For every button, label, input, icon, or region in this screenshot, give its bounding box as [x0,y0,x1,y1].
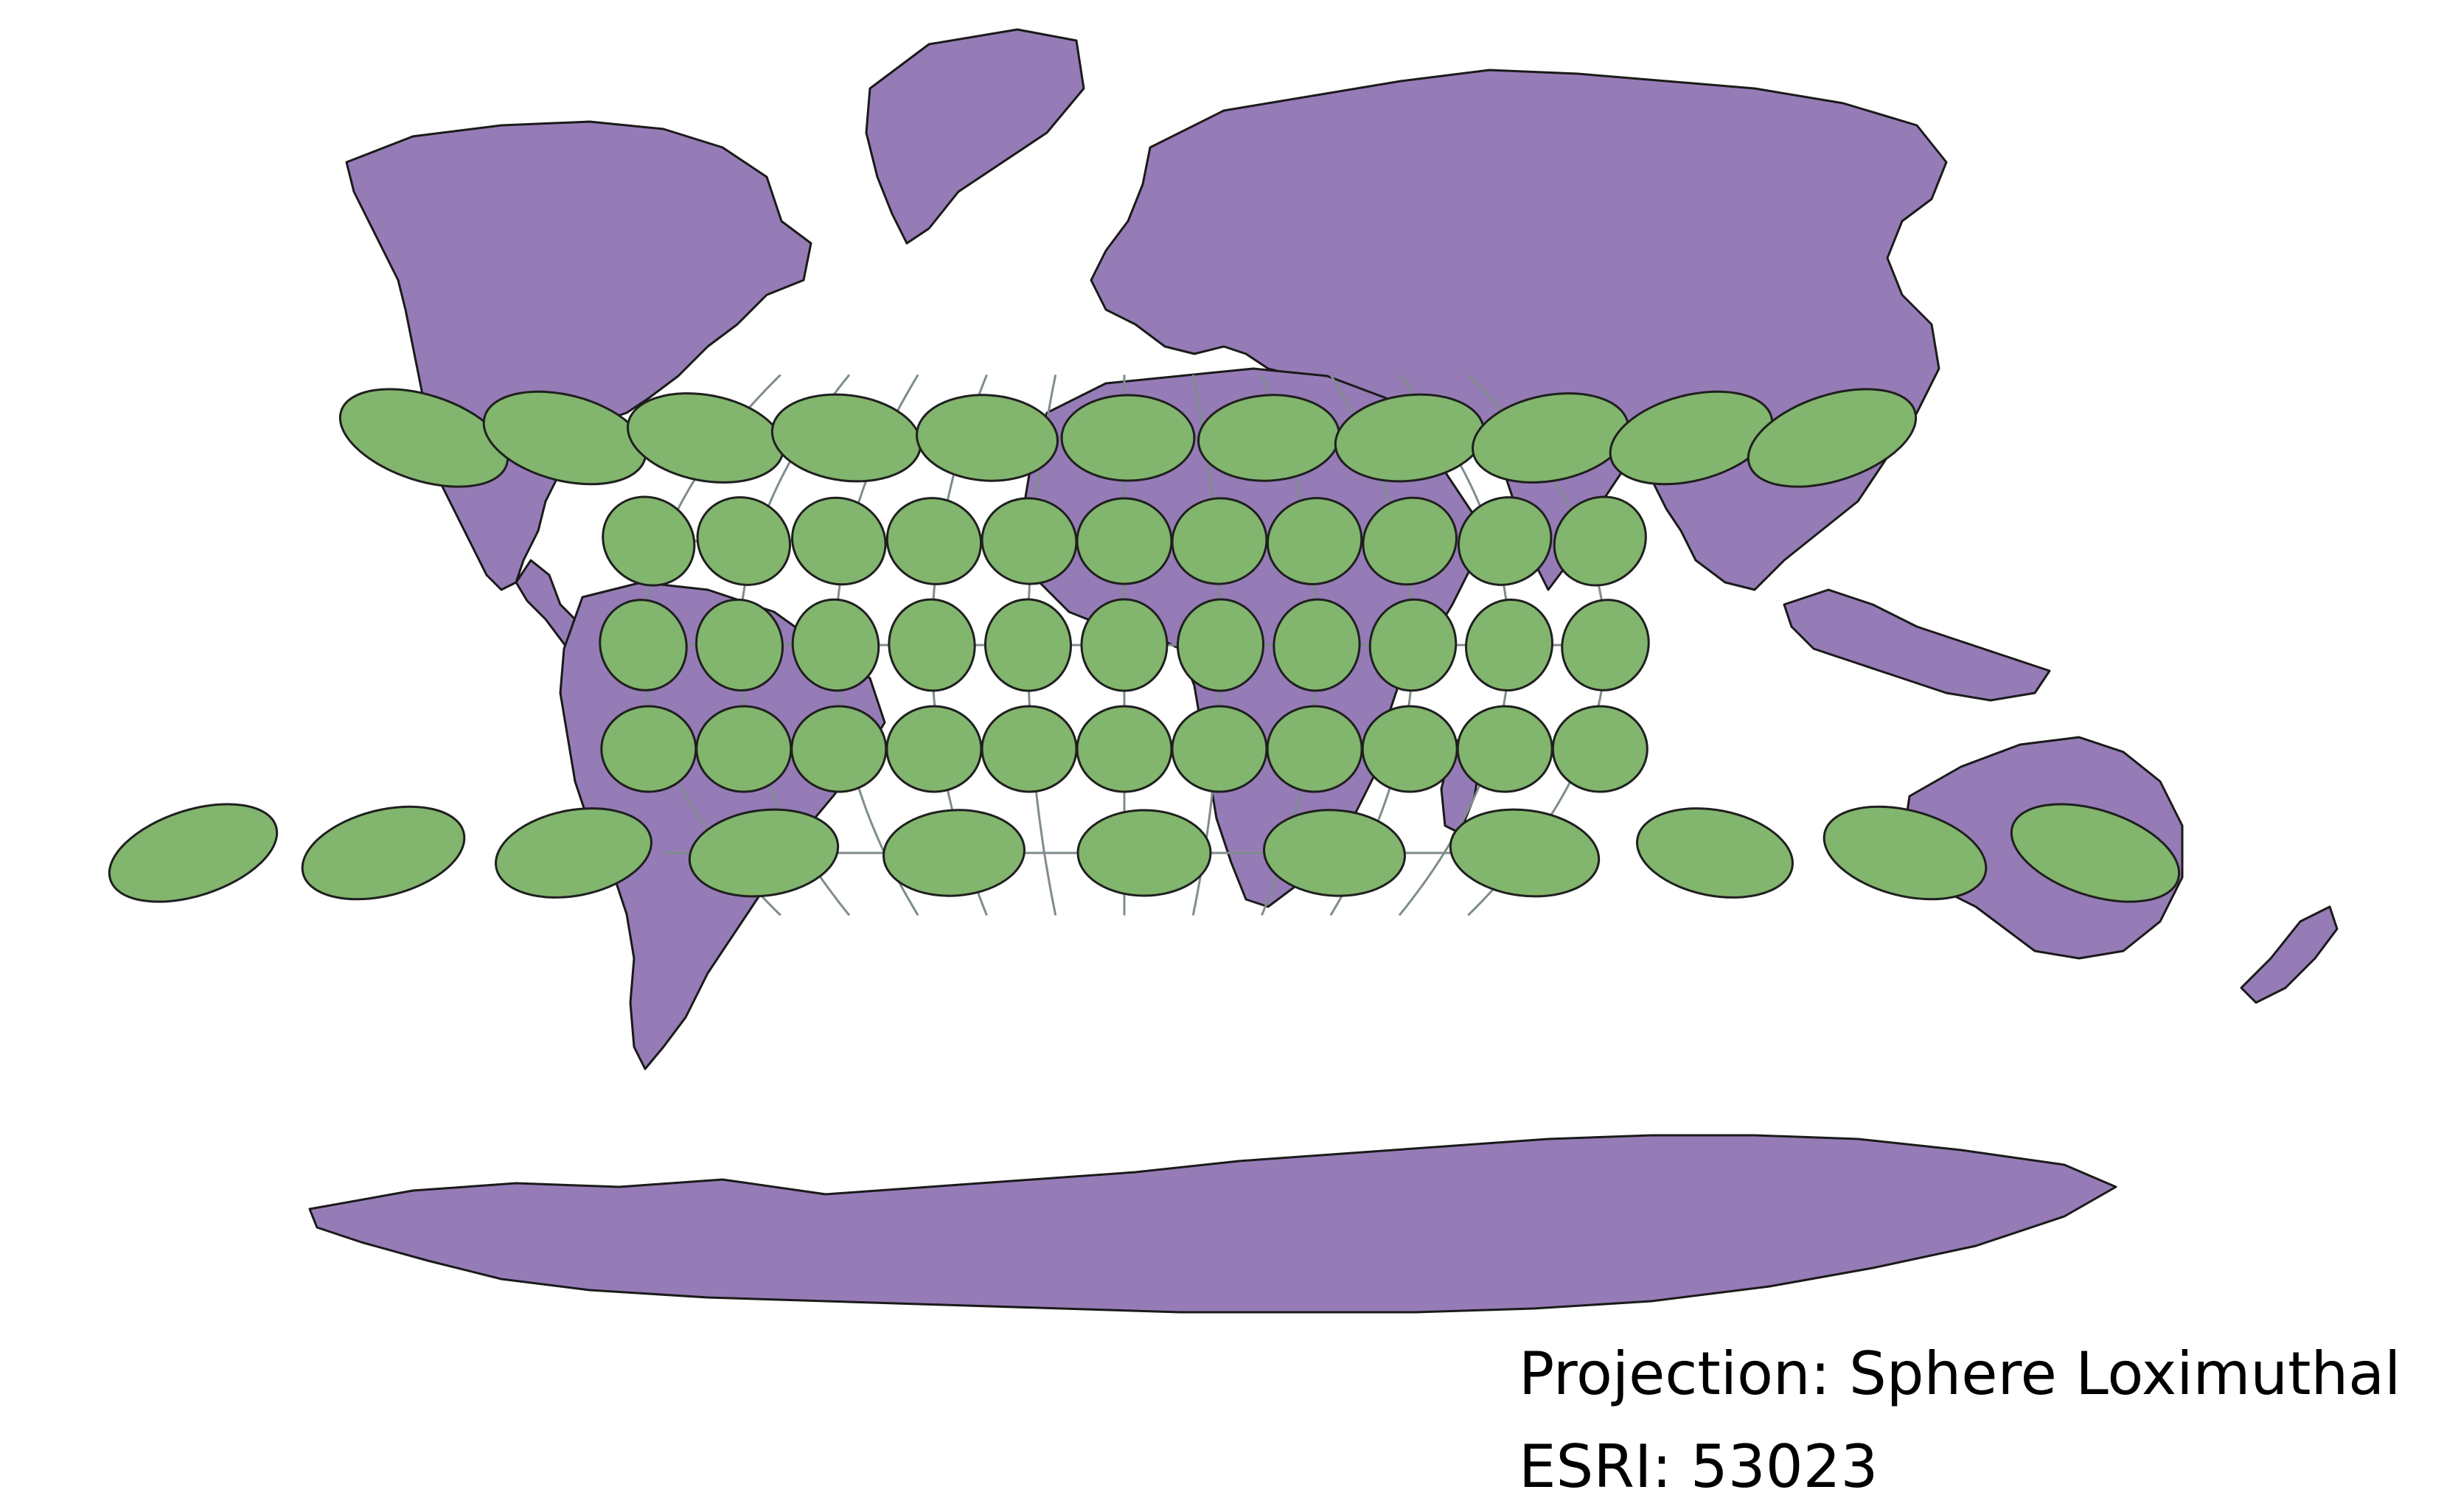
tissot-indicatrix [688,808,840,898]
tissot-indicatrix [600,705,697,793]
landmass-antarctica [308,1134,2117,1314]
tissot-indicatrix [983,598,1073,692]
tissot-indicatrix [108,803,279,903]
tissot-indicatrix [1171,497,1268,585]
tissot-indicatrix [981,705,1078,793]
tissot-indicatrix [1266,705,1363,793]
tissot-indicatrix [1609,390,1774,486]
tissot-indicatrix [1362,496,1458,586]
tissot-indicatrix [1553,495,1647,587]
tissot-indicatrix [1273,598,1361,692]
tissot-indicatrix [1076,497,1173,585]
tissot-indicatrix [1449,808,1601,898]
tissot-indicatrix [696,496,792,586]
tissot-indicatrix [1060,394,1196,482]
tissot-indicatrix [916,394,1059,482]
tissot-indicatrix [1076,705,1173,793]
tissot-indicatrix [882,809,1026,897]
tissot-indicatrix [2010,803,2181,903]
tissot-indicatrix [1822,805,1988,901]
tissot-indicatrix [1636,807,1794,899]
tissot-indicatrix [338,388,509,488]
tissot-indicatrix-layer [108,388,2181,903]
tissot-indicatrix [885,497,983,585]
projection-caption: Projection: Sphere Loximuthal [1519,1339,2401,1408]
tissot-indicatrix [301,805,466,901]
tissot-indicatrix [885,705,983,793]
tissot-indicatrix [482,390,647,486]
esri-code-caption: ESRI: 53023 [1519,1432,1879,1501]
tissot-indicatrix [981,497,1078,585]
tissot-indicatrix [602,495,696,587]
tissot-indicatrix [1361,705,1458,793]
tissot-indicatrix [1561,599,1650,691]
tissot-indicatrix [1551,705,1649,793]
tissot-indicatrix [790,705,888,793]
tissot-indicatrix [791,598,880,692]
tissot-indicatrix [695,598,784,692]
tissot-indicatrix [1457,496,1553,586]
tissot-indicatrix [888,598,976,692]
tissot-indicatrix [1176,598,1265,692]
tissot-indicatrix [1080,598,1169,692]
tissot-indicatrix [1266,497,1363,585]
tissot-indicatrix [495,807,652,899]
tissot-indicatrix [1368,598,1458,692]
tissot-indicatrix [695,705,793,793]
tissot-indicatrix [1076,809,1212,897]
tissot-indicatrix [599,599,688,691]
landmass-greenland [865,28,1085,245]
landmass-southeast-asia-islands [1783,588,2051,702]
tissot-indicatrix [1263,809,1406,897]
tissot-indicatrix [791,496,887,586]
tissot-indicatrix [1456,705,1553,793]
tissot-indicatrix [1171,705,1268,793]
tissot-indicatrix [1747,388,1918,488]
tissot-indicatrix [1465,598,1553,692]
landmass-new-zealand [2240,905,2339,1004]
